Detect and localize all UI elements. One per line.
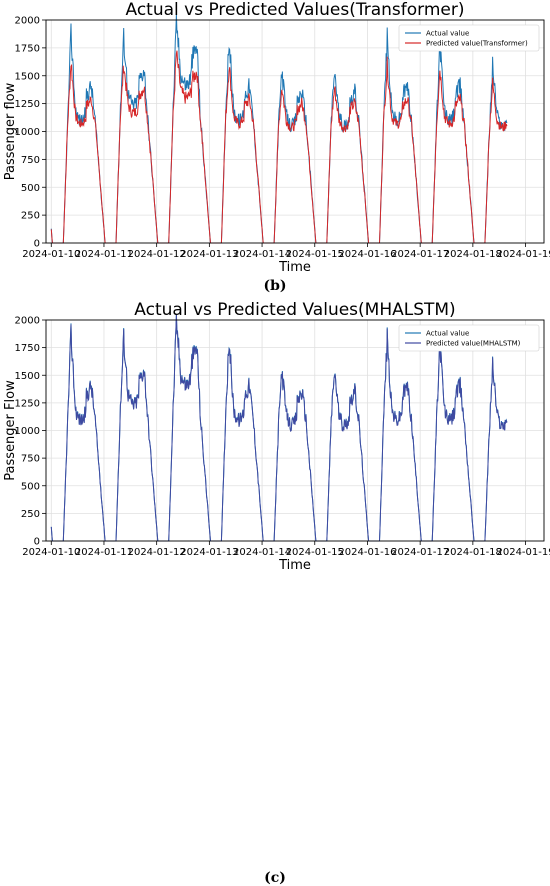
y-tick-label: 750 [21,454,40,465]
x-tick-label: 2024-01-14 [233,547,291,558]
legend-label-predicted: Predicted value(MHALSTM) [426,340,521,348]
y-axis-label: Passenger flow [3,82,18,180]
x-tick-label: 2024-01-17 [391,249,449,260]
panel-caption-c: (c) [264,870,286,886]
y-tick-label: 1750 [15,43,40,54]
y-axis-label: Passenger Flow [3,380,18,481]
legend-box [398,324,540,352]
chart-transformer: 0 250 500 750 1000 1250 1500 1750 2000 2024-01-10… [3,0,550,275]
chart-title: Actual vs Predicted Values(Transformer) [125,0,464,20]
x-tick-label: 2024-01-16 [338,547,396,558]
y-tick-label: 750 [21,155,40,166]
y-tick-label: 250 [21,509,40,520]
plot-frame [45,19,545,244]
y-tick-label: 1750 [15,343,40,354]
x-tick-label: 2024-01-11 [75,547,133,558]
legend-label-actual: Actual value [426,30,469,38]
x-tick-label: 2024-01-17 [391,547,449,558]
legend-label-predicted: Predicted value(Transformer) [426,40,528,48]
x-tick-label: 2024-01-15 [286,547,344,558]
x-tick-label: 2024-01-10 [22,547,80,558]
x-tick-label: 2024-01-13 [180,249,238,260]
y-tick-label: 1500 [15,71,40,82]
legend-label-actual: Actual value [426,330,469,338]
y-tick-label: 0 [34,537,40,548]
x-tick-label: 2024-01-18 [444,249,502,260]
x-tick-label: 2024-01-15 [286,249,344,260]
y-tick-label: 1000 [15,127,40,138]
chart-mhalstm: 0 250 500 750 1000 1250 1500 1750 2000 2024-01-10… [3,300,550,573]
y-tick-label: 2000 [15,16,40,27]
x-axis-label: Time [278,260,311,275]
x-tick-label: 2024-01-19 [496,547,550,558]
x-tick-label: 2024-01-13 [180,547,238,558]
x-tick-label: 2024-01-12 [128,249,186,260]
y-tick-label: 1250 [15,398,40,409]
x-tick-label: 2024-01-18 [444,547,502,558]
y-tick-label: 1250 [15,99,40,110]
y-tick-label: 500 [21,183,40,194]
y-tick-label: 500 [21,481,40,492]
chart-panel-mhalstm: 0 250 500 750 1000 1250 1500 1750 2000 2024-01-10… [0,298,550,886]
x-tick-label: 2024-01-14 [233,249,291,260]
y-tick-label: 1000 [15,426,40,437]
y-tick-label: 2000 [15,316,40,327]
chart-title: Actual vs Predicted Values(MHALSTM) [134,300,455,320]
x-tick-label: 2024-01-19 [496,249,550,260]
x-tick-label: 2024-01-11 [75,249,133,260]
y-tick-label: 0 [34,239,40,250]
x-tick-label: 2024-01-16 [338,249,396,260]
panel-caption-b: (b) [263,278,287,294]
y-tick-label: 250 [21,211,40,222]
plot-frame [45,319,545,542]
x-tick-label: 2024-01-12 [128,547,186,558]
legend-box [398,24,540,52]
x-axis-label: Time [278,558,311,573]
chart-panel-transformer: 0 250 500 750 1000 1250 1500 1750 2000 2024-01-10… [0,0,550,298]
x-tick-label: 2024-01-10 [22,249,80,260]
y-tick-label: 1500 [15,371,40,382]
